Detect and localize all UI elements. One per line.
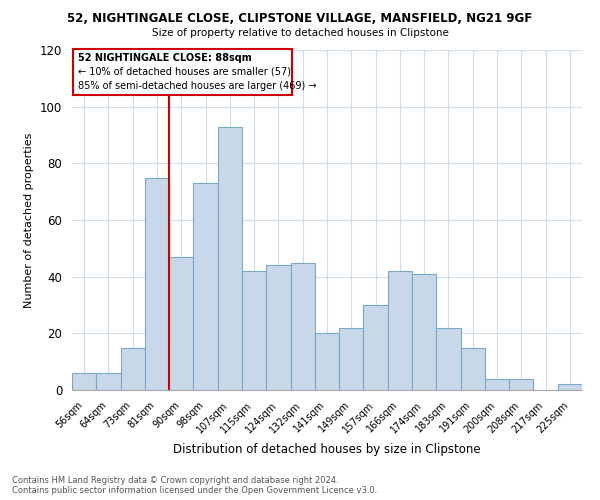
FancyBboxPatch shape <box>73 48 292 96</box>
Bar <box>242 271 266 390</box>
Bar <box>121 348 145 390</box>
Bar <box>364 305 388 390</box>
Y-axis label: Number of detached properties: Number of detached properties <box>25 132 34 308</box>
Text: Size of property relative to detached houses in Clipstone: Size of property relative to detached ho… <box>152 28 448 38</box>
Text: 52, NIGHTINGALE CLOSE, CLIPSTONE VILLAGE, MANSFIELD, NG21 9GF: 52, NIGHTINGALE CLOSE, CLIPSTONE VILLAGE… <box>67 12 533 26</box>
Bar <box>290 262 315 390</box>
X-axis label: Distribution of detached houses by size in Clipstone: Distribution of detached houses by size … <box>173 443 481 456</box>
Text: 52 NIGHTINGALE CLOSE: 88sqm: 52 NIGHTINGALE CLOSE: 88sqm <box>78 53 252 63</box>
Bar <box>388 271 412 390</box>
Bar <box>72 373 96 390</box>
Bar <box>436 328 461 390</box>
Bar <box>169 257 193 390</box>
Bar <box>145 178 169 390</box>
Bar <box>218 126 242 390</box>
Bar <box>461 348 485 390</box>
Bar <box>339 328 364 390</box>
Text: Contains HM Land Registry data © Crown copyright and database right 2024.
Contai: Contains HM Land Registry data © Crown c… <box>12 476 377 495</box>
Bar <box>509 378 533 390</box>
Bar <box>412 274 436 390</box>
Bar <box>485 378 509 390</box>
Bar <box>96 373 121 390</box>
Bar <box>315 334 339 390</box>
Bar <box>266 266 290 390</box>
Text: ← 10% of detached houses are smaller (57): ← 10% of detached houses are smaller (57… <box>78 67 291 77</box>
Text: 85% of semi-detached houses are larger (469) →: 85% of semi-detached houses are larger (… <box>78 81 317 91</box>
Bar <box>193 183 218 390</box>
Bar <box>558 384 582 390</box>
